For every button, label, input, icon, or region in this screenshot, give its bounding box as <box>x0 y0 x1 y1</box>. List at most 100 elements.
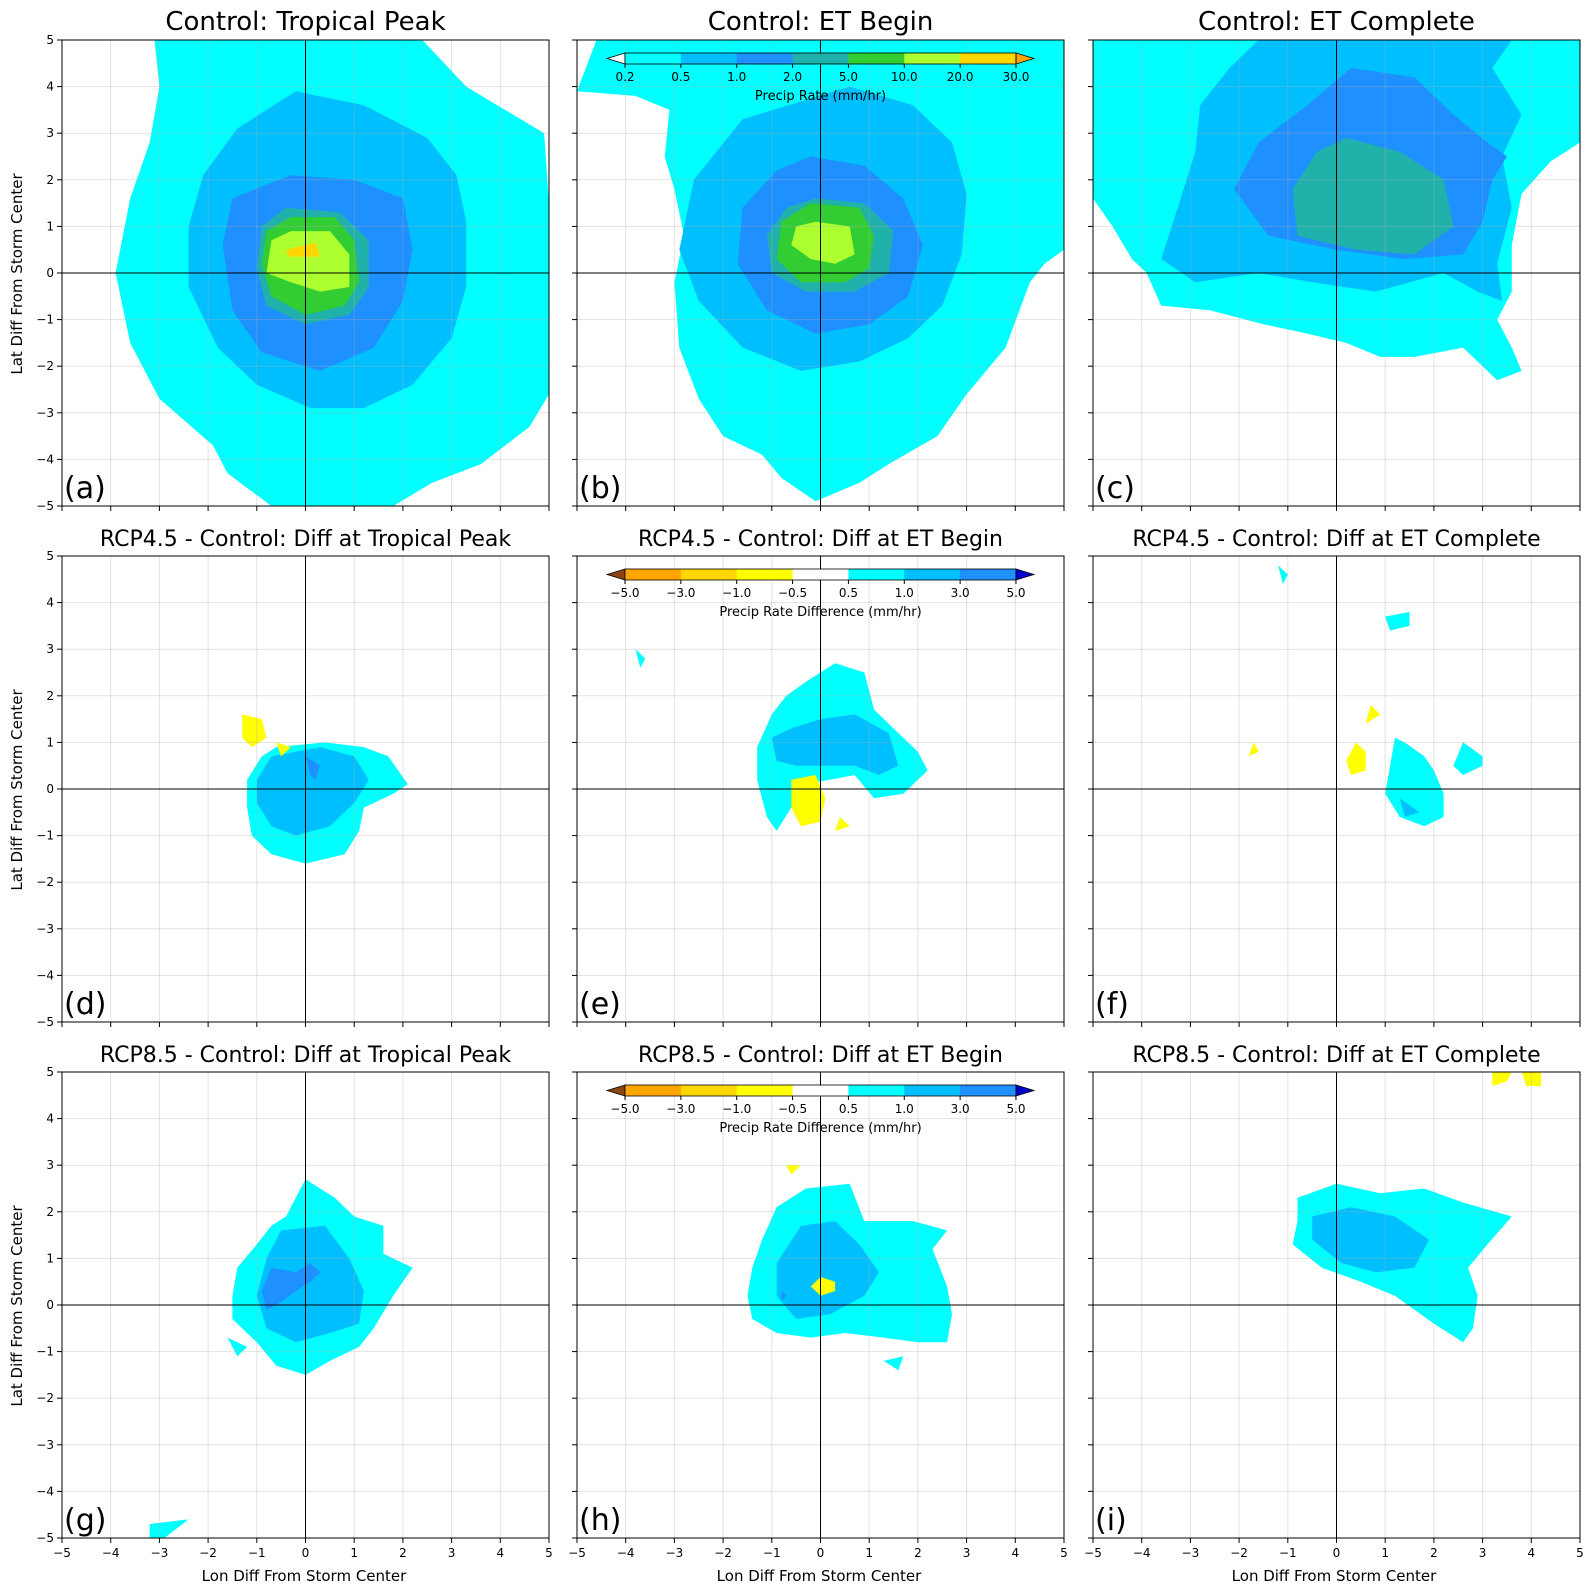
x-axis-label-left: Lon Diff From Storm Center <box>202 1567 407 1585</box>
colorbar-tick-label: −0.5 <box>778 1102 807 1116</box>
x-tick-label: 4 <box>1527 1546 1535 1560</box>
plot-frame <box>61 1071 550 1539</box>
colorbar-tick-label: 10.0 <box>891 70 918 84</box>
panel-title: RCP8.5 - Control: Diff at ET Complete <box>1132 1043 1540 1068</box>
plot-frame <box>1092 1071 1581 1539</box>
contour-region <box>1292 137 1454 255</box>
x-tick-label: 5 <box>545 1546 553 1560</box>
y-tick-label: −2 <box>36 875 54 889</box>
panel-label: (e) <box>579 987 621 1022</box>
contour-region <box>1385 611 1410 631</box>
contour-region <box>1248 742 1259 757</box>
colorbar-segment <box>680 53 738 64</box>
x-tick-label: 2 <box>914 1546 922 1560</box>
contour-region <box>791 221 855 264</box>
y-tick-label: 0 <box>46 1298 54 1312</box>
y-axis-label-middle: Lat Diff From Storm Center <box>8 689 26 891</box>
colorbar: −5.0 −3.0 −1.0 −0.5 0.5 1.0 3.0 5.0 Precip Rate … <box>605 568 1036 620</box>
y-tick-label: 3 <box>46 126 54 140</box>
colorbar-segment <box>736 53 794 64</box>
panel-label: (b) <box>579 471 621 506</box>
y-axis-label-bottom: Lat Diff From Storm Center <box>8 1205 26 1407</box>
colorbar-tick-label: 5.0 <box>839 70 858 84</box>
y-tick-label: 0 <box>46 782 54 796</box>
y-tick-label: 4 <box>46 80 54 94</box>
colorbar-frame <box>624 52 1017 65</box>
panel-7: −5−5 −4 −4 −3 −3 −2 −2 −1 −1 0 0 1 1 2 2 3 3 4 4 5 5 RCP8.5 -… <box>36 1043 553 1560</box>
plot-frame <box>61 555 550 1023</box>
y-tick-label: 5 <box>46 33 54 47</box>
colorbar-segment <box>960 569 1017 580</box>
x-tick-label: 3 <box>1479 1546 1487 1560</box>
x-tick-label: 1 <box>350 1546 358 1560</box>
x-tick-label: −5 <box>1084 1546 1102 1560</box>
contour-fills <box>1248 565 1483 827</box>
y-tick-label: 1 <box>46 219 54 233</box>
contour-region <box>276 742 291 757</box>
contour-region <box>242 714 267 748</box>
panel-1: −5 −4 −3 −2 −1 0 1 2 3 4 5 Control: Tropical Peak (a… <box>36 7 550 513</box>
panel-2: Control: ET Begin (b) 0.2 0.5 1.0 2.0 5.0 10.0 2… <box>572 7 1065 511</box>
contour-region <box>1492 1072 1512 1086</box>
y-tick-label: −4 <box>36 452 54 466</box>
colorbar-tick-label: −5.0 <box>610 1102 639 1116</box>
plot-frame <box>1092 555 1581 1023</box>
colorbar-tick-label: 0.5 <box>671 70 690 84</box>
panel-title: Control: Tropical Peak <box>165 7 445 37</box>
x-tick-label: 1 <box>865 1546 873 1560</box>
y-tick-label: 3 <box>46 642 54 656</box>
x-tick-label: −2 <box>714 1546 732 1560</box>
y-tick-label: 1 <box>46 1251 54 1265</box>
colorbar-label: Precip Rate Difference (mm/hr) <box>719 605 921 620</box>
y-tick-label: 0 <box>46 266 54 280</box>
y-tick-label: 3 <box>46 1158 54 1172</box>
panel-title: RCP4.5 - Control: Diff at ET Begin <box>638 527 1003 552</box>
contour-region <box>1278 565 1288 584</box>
contour-region <box>1365 705 1381 724</box>
x-tick-label: −1 <box>248 1546 266 1560</box>
colorbar-segment <box>848 1085 905 1096</box>
colorbar-tick-label: 5.0 <box>1006 1102 1025 1116</box>
contour-fills <box>747 1165 952 1371</box>
colorbar-tick-label: 3.0 <box>951 1102 970 1116</box>
colorbar-segment <box>625 1085 682 1096</box>
colorbar-tick-label: 30.0 <box>1003 70 1030 84</box>
contour-region <box>835 817 850 831</box>
contour-fills <box>242 714 408 864</box>
colorbar-segment <box>792 53 849 64</box>
colorbar-segment <box>792 1085 849 1096</box>
y-tick-label: −3 <box>36 406 54 420</box>
y-tick-label: −3 <box>36 1438 54 1452</box>
contour-region <box>1385 737 1444 827</box>
y-tick-label: 2 <box>46 689 54 703</box>
colorbar-tick-label: −1.0 <box>722 1102 751 1116</box>
colorbar-tick-label: 3.0 <box>951 586 970 600</box>
colorbar-segment <box>904 1085 961 1096</box>
x-tick-label: 5 <box>1060 1546 1068 1560</box>
x-tick-label: −4 <box>617 1546 635 1560</box>
x-tick-label: −3 <box>151 1546 169 1560</box>
x-tick-label: 3 <box>963 1546 971 1560</box>
colorbar-tick-label: 1.0 <box>727 70 746 84</box>
y-axis-label-top: Lat Diff From Storm Center <box>8 173 26 375</box>
colorbar-tick-label: 20.0 <box>947 70 974 84</box>
colorbar-tick-label: −0.5 <box>778 586 807 600</box>
colorbar-segment <box>792 569 849 580</box>
plot-frame <box>576 1071 1065 1539</box>
y-tick-label: −1 <box>36 829 54 843</box>
colorbar-segment <box>904 569 961 580</box>
x-tick-label: 2 <box>1430 1546 1438 1560</box>
contour-region <box>256 747 369 836</box>
x-axis-label-middle: Lon Diff From Storm Center <box>717 1567 922 1585</box>
y-tick-label: 1 <box>46 735 54 749</box>
colorbar-frame <box>624 568 1017 581</box>
contour-region <box>883 1356 904 1371</box>
x-tick-label: −3 <box>666 1546 684 1560</box>
contour-region <box>635 649 646 668</box>
y-tick-label: 2 <box>46 173 54 187</box>
x-tick-label: −5 <box>568 1546 586 1560</box>
y-tick-label: −4 <box>36 1484 54 1498</box>
panel-9: −5 −4 −3 −2 −1 0 1 2 3 4 5 RCP8.5 - Control: Diff a… <box>1084 1043 1584 1560</box>
contour-region <box>256 1225 364 1343</box>
contour-region <box>266 231 350 292</box>
